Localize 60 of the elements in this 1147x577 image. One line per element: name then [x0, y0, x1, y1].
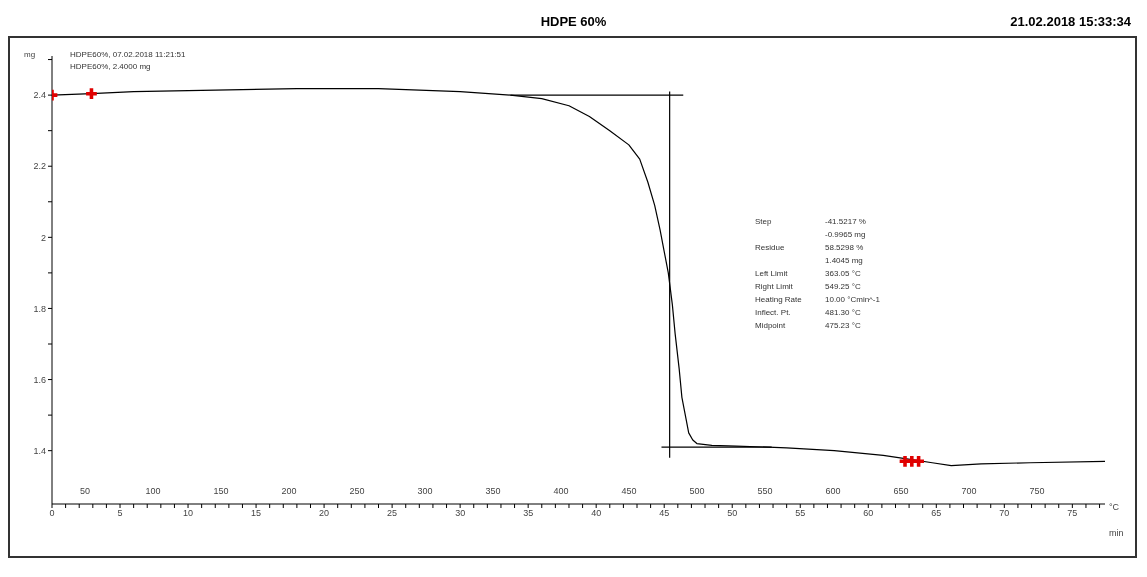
annotation: 58.5298 %	[825, 243, 864, 252]
y-tick-label: 1.8	[33, 303, 46, 314]
y-tick-label: 2.4	[33, 90, 46, 101]
x2-tick-label: 300	[416, 486, 434, 496]
chart-title: HDPE 60%	[540, 14, 607, 29]
annotation: Step	[755, 217, 772, 226]
y-tick-label: 1.4	[33, 445, 46, 456]
x2-axis-title: °C	[1109, 502, 1120, 512]
annotation: Midpoint	[755, 321, 786, 330]
annotation: HDPE60%, 2.4000 mg	[70, 62, 151, 71]
annotation: -0.9965 mg	[825, 230, 866, 239]
x-tick-label: 20	[319, 508, 330, 519]
x-tick-label: 5	[117, 508, 123, 519]
x2-tick-label: 600	[824, 486, 842, 496]
x2-tick-label: 650	[892, 486, 910, 496]
annotation: Residue	[755, 243, 785, 252]
annotation: Inflect. Pt.	[755, 308, 791, 317]
x2-tick-label: 100	[144, 486, 162, 496]
x2-tick-label: 750	[1028, 486, 1046, 496]
chart-subtitle: 21.02.2018 15:33:34	[1010, 14, 1131, 29]
x2-tick-label: 50	[79, 486, 92, 496]
y-axis-title: mg	[24, 50, 36, 59]
annotation: 549.25 °C	[825, 282, 861, 291]
y-tick-label: 2	[40, 232, 46, 243]
x-tick-label: 40	[591, 508, 602, 519]
x2-tick-label: 550	[756, 486, 774, 496]
annotation: HDPE60%, 07.02.2018 11:21:51	[70, 50, 186, 59]
y-tick-label: 2.2	[33, 161, 46, 172]
x2-tick-label: 250	[348, 486, 366, 496]
annotation: Heating Rate	[755, 295, 802, 304]
x2-tick-label: 150	[212, 486, 230, 496]
x-tick-label: 35	[523, 508, 534, 519]
x-tick-label: 50	[727, 508, 738, 519]
annotation: -41.5217 %	[825, 217, 866, 226]
x-tick-label: 0	[49, 508, 55, 519]
x-tick-label: 55	[795, 508, 806, 519]
y-tick-label: 1.6	[33, 374, 46, 385]
x-axis-title: min	[1109, 528, 1124, 538]
annotation: 481.30 °C	[825, 308, 861, 317]
x-tick-label: 30	[455, 508, 466, 519]
x-tick-label: 25	[387, 508, 398, 519]
x-tick-label: 65	[931, 508, 942, 519]
x-tick-label: 75	[1067, 508, 1078, 519]
x-tick-label: 60	[863, 508, 874, 519]
x2-tick-label: 700	[960, 486, 978, 496]
x2-tick-label: 500	[688, 486, 706, 496]
annotation: 10.00 °Cmin^-1	[825, 295, 880, 304]
x-tick-label: 45	[659, 508, 670, 519]
annotation: Left Limit	[755, 269, 788, 278]
x2-tick-label: 450	[620, 486, 638, 496]
x-tick-label: 10	[183, 508, 194, 519]
x2-tick-label: 400	[552, 486, 570, 496]
x2-tick-label: 200	[280, 486, 298, 496]
annotation: 475.23 °C	[825, 321, 861, 330]
annotation: 1.4045 mg	[825, 256, 863, 265]
x-tick-label: 15	[251, 508, 262, 519]
annotation: 363.05 °C	[825, 269, 861, 278]
annotation: Right Limit	[755, 282, 793, 291]
x-tick-label: 70	[999, 508, 1010, 519]
x2-tick-label: 350	[484, 486, 502, 496]
